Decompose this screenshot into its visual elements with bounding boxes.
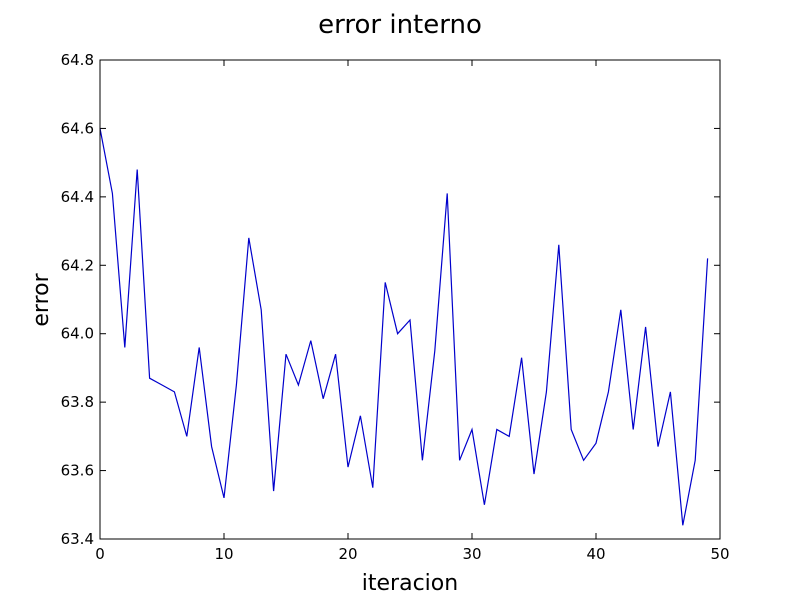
x-tick-label: 10 [214, 545, 233, 563]
y-tick-label: 64.6 [61, 119, 94, 137]
y-axis-label: error [29, 272, 54, 326]
x-axis-label: iteracion [362, 571, 458, 596]
y-tick-label: 64.2 [61, 256, 94, 274]
x-tick-label: 0 [95, 545, 105, 563]
y-tick-label: 64.8 [61, 51, 94, 69]
y-tick-label: 63.4 [61, 530, 94, 548]
x-tick-label: 50 [710, 545, 729, 563]
plot-area [100, 60, 720, 539]
chart-title: error interno [318, 10, 482, 40]
y-tick-label: 64.4 [61, 188, 94, 206]
x-tick-label: 30 [462, 545, 481, 563]
y-tick-label: 64.0 [61, 325, 94, 343]
axis-ticks: 0 10 20 30 40 50 63.4 63.6 63.8 64.0 64.2 64.4 64.6 6… [61, 51, 730, 563]
series-line [99, 128, 709, 526]
x-tick-label: 40 [586, 545, 605, 563]
x-tick-label: 20 [338, 545, 357, 563]
y-tick-label: 63.8 [61, 393, 94, 411]
plot-frame [99, 59, 721, 540]
y-tick-label: 63.6 [61, 462, 94, 480]
